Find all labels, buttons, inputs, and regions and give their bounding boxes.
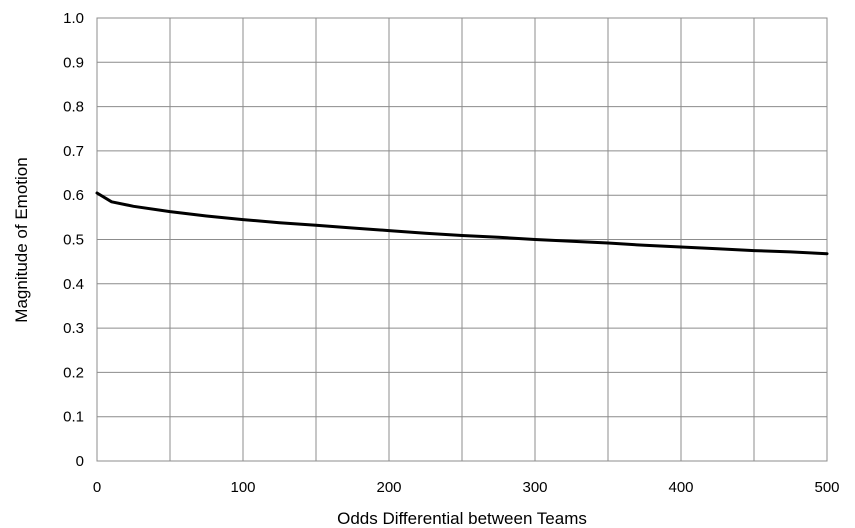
x-tick-label: 100 xyxy=(230,479,255,496)
y-tick-label: 0.4 xyxy=(63,276,84,293)
y-tick-label: 0.5 xyxy=(63,232,84,249)
x-axis-title: Odds Differential between Teams xyxy=(337,509,587,528)
grid xyxy=(97,18,827,461)
y-axis-ticks: 0 0.1 0.2 0.3 0.4 0.5 0.6 0.7 0.8 0.9 1.0 xyxy=(63,10,84,470)
y-tick-label: 0 xyxy=(76,453,84,470)
x-tick-label: 0 xyxy=(93,479,101,496)
series-line-0 xyxy=(95,191,829,256)
y-tick-label: 0.8 xyxy=(63,99,84,116)
y-tick-label: 0.9 xyxy=(63,54,84,71)
y-tick-label: 0.7 xyxy=(63,143,84,160)
x-tick-label: 500 xyxy=(814,479,839,496)
y-tick-label: 0.1 xyxy=(63,409,84,426)
y-tick-label: 0.6 xyxy=(63,187,84,204)
plot-area xyxy=(96,17,828,462)
x-tick-label: 300 xyxy=(522,479,547,496)
y-tick-label: 0.3 xyxy=(63,320,84,337)
x-axis-ticks: 0 100 200 300 400 500 xyxy=(93,479,840,496)
x-tick-label: 200 xyxy=(376,479,401,496)
y-tick-label: 1.0 xyxy=(63,10,84,27)
x-tick-label: 400 xyxy=(668,479,693,496)
y-tick-label: 0.2 xyxy=(63,364,84,381)
series-layer xyxy=(95,191,829,256)
y-axis-title: Magnitude of Emotion xyxy=(12,157,31,322)
